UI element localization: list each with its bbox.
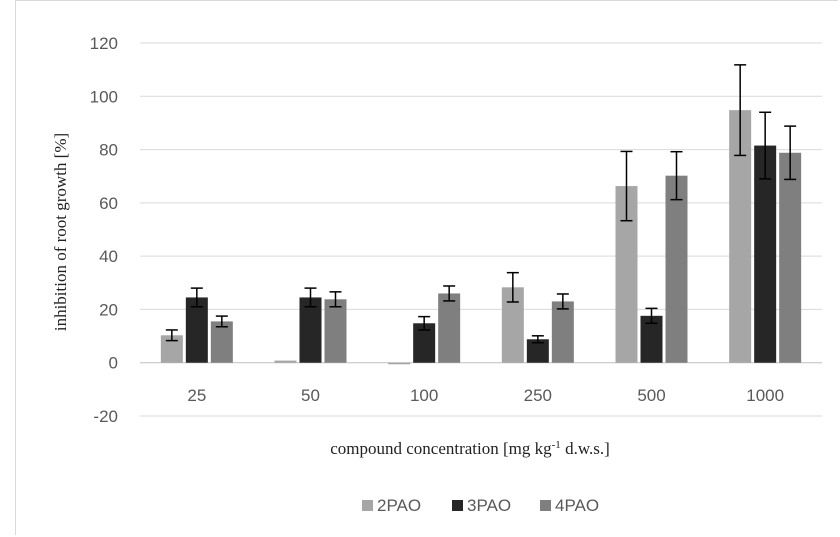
legend-label-4pao: 4PAO <box>555 496 599 515</box>
y-tick-label: 60 <box>99 194 118 213</box>
bar-4pao-50 <box>324 299 347 363</box>
x-tick-label: 25 <box>187 386 206 405</box>
legend-swatch-3pao <box>452 500 463 511</box>
bar-4pao-100 <box>438 293 461 363</box>
y-tick-label: 100 <box>90 87 118 106</box>
bar-3pao-100 <box>413 323 436 363</box>
bars <box>160 110 802 365</box>
error-bars <box>165 64 797 344</box>
x-tick-label: 50 <box>301 386 320 405</box>
bar-4pao-250 <box>551 301 574 363</box>
legend-swatch-4pao <box>540 500 551 511</box>
bar-3pao-25 <box>185 297 208 363</box>
bar-4pao-25 <box>210 321 233 363</box>
gridlines <box>140 42 822 417</box>
y-tick-label: 0 <box>109 354 118 373</box>
legend-label-3pao: 3PAO <box>467 496 511 515</box>
bar-2pao-250 <box>501 287 524 363</box>
bar-3pao-250 <box>526 339 549 363</box>
y-tick-label: 80 <box>99 141 118 160</box>
bar-3pao-50 <box>299 297 322 363</box>
x-tick-label: 1000 <box>746 386 784 405</box>
x-tick-label: 500 <box>637 386 665 405</box>
bar-2pao-100 <box>388 362 411 365</box>
y-axis-label: inhibition of root growth [%] <box>51 133 70 331</box>
x-tick-label: 250 <box>524 386 552 405</box>
bar-4pao-1000 <box>779 152 802 363</box>
y-tick-label: 120 <box>90 34 118 53</box>
legend: 2PAO 3PAO 4PAO <box>362 496 599 515</box>
bar-3pao-1000 <box>754 145 777 363</box>
x-axis-ticks: 25 50 100 250 500 1000 <box>187 386 784 405</box>
bar-2pao-500 <box>615 186 638 363</box>
bar-2pao-1000 <box>729 110 752 363</box>
y-axis-ticks: -20 0 20 40 60 80 100 120 <box>90 34 118 426</box>
bar-3pao-500 <box>640 315 663 363</box>
legend-label-2pao: 2PAO <box>377 496 421 515</box>
y-tick-label: -20 <box>93 407 118 426</box>
bar-4pao-500 <box>665 175 688 363</box>
legend-swatch-2pao <box>362 500 373 511</box>
chart-frame <box>15 0 838 535</box>
bar-2pao-50 <box>274 360 297 363</box>
x-axis-label: compound concentration [mg kg-1 d.w.s.] <box>330 439 610 458</box>
y-tick-label: 20 <box>99 300 118 319</box>
y-tick-label: 40 <box>99 247 118 266</box>
bar-2pao-25 <box>160 335 183 363</box>
x-tick-label: 100 <box>410 386 438 405</box>
